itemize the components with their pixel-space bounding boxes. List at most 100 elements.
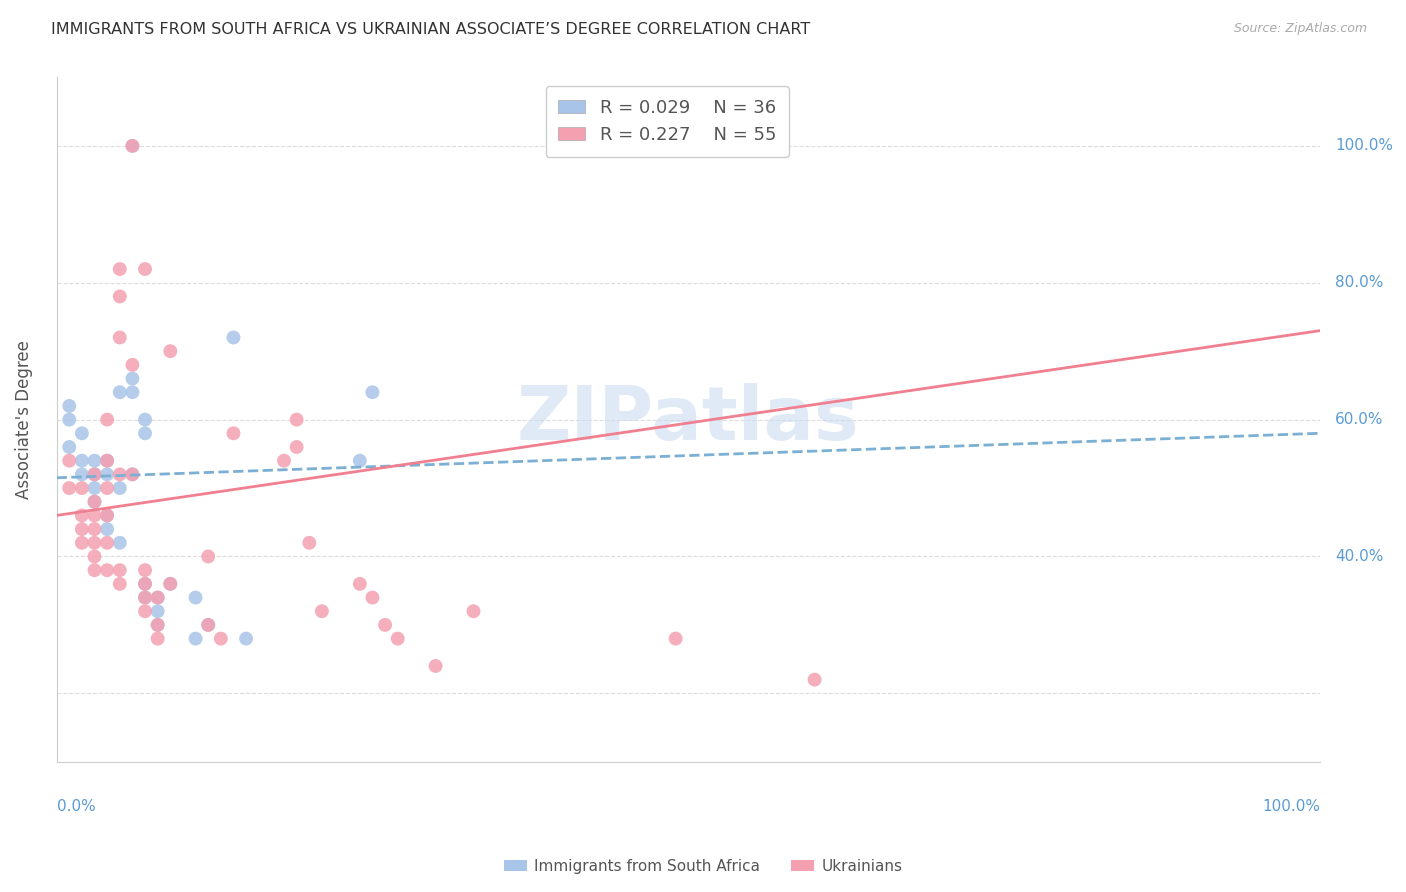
Point [96, 412, 118, 426]
Point [83, 536, 105, 550]
Point [387, 632, 409, 646]
Text: 100.0%: 100.0% [1336, 138, 1393, 153]
Point [108, 536, 131, 550]
Point [349, 453, 371, 467]
Point [349, 577, 371, 591]
Point [311, 604, 333, 618]
Point [159, 577, 181, 591]
Point [374, 618, 396, 632]
Point [83, 481, 105, 495]
Point [197, 618, 219, 632]
Point [83, 494, 105, 508]
Point [58, 412, 80, 426]
Point [58, 399, 80, 413]
Point [70, 467, 93, 482]
Point [121, 371, 143, 385]
Point [134, 577, 156, 591]
Point [146, 604, 169, 618]
Text: ZIPatlas: ZIPatlas [517, 383, 859, 456]
Point [58, 440, 80, 454]
Point [209, 632, 232, 646]
Point [159, 577, 181, 591]
Point [197, 618, 219, 632]
Point [121, 139, 143, 153]
Point [146, 618, 169, 632]
Point [222, 330, 245, 344]
Point [463, 604, 485, 618]
Text: 40.0%: 40.0% [1336, 549, 1384, 564]
Point [70, 522, 93, 536]
Point [96, 481, 118, 495]
Point [70, 453, 93, 467]
Point [197, 549, 219, 564]
Point [70, 426, 93, 441]
Point [108, 330, 131, 344]
Point [134, 604, 156, 618]
Point [83, 563, 105, 577]
Point [121, 385, 143, 400]
Point [96, 453, 118, 467]
Point [361, 385, 384, 400]
Point [146, 591, 169, 605]
Point [134, 426, 156, 441]
Point [108, 262, 131, 277]
Legend: Immigrants from South Africa, Ukrainians: Immigrants from South Africa, Ukrainians [498, 853, 908, 880]
Text: Source: ZipAtlas.com: Source: ZipAtlas.com [1233, 22, 1367, 36]
Point [83, 508, 105, 523]
Point [121, 467, 143, 482]
Point [70, 508, 93, 523]
Point [70, 481, 93, 495]
Point [146, 632, 169, 646]
Point [96, 536, 118, 550]
Point [121, 467, 143, 482]
Point [361, 591, 384, 605]
Point [96, 563, 118, 577]
Point [108, 467, 131, 482]
Point [134, 563, 156, 577]
Point [298, 536, 321, 550]
Point [108, 289, 131, 303]
Point [83, 453, 105, 467]
Point [58, 481, 80, 495]
Point [425, 659, 447, 673]
Point [96, 453, 118, 467]
Point [70, 536, 93, 550]
Point [273, 453, 295, 467]
Point [222, 426, 245, 441]
Point [146, 591, 169, 605]
Point [665, 632, 688, 646]
Text: IMMIGRANTS FROM SOUTH AFRICA VS UKRAINIAN ASSOCIATE’S DEGREE CORRELATION CHART: IMMIGRANTS FROM SOUTH AFRICA VS UKRAINIA… [51, 22, 810, 37]
Text: 100.0%: 100.0% [1263, 799, 1320, 814]
Point [184, 591, 207, 605]
Text: 80.0%: 80.0% [1336, 276, 1384, 290]
Point [121, 358, 143, 372]
Point [108, 563, 131, 577]
Point [108, 385, 131, 400]
Point [134, 591, 156, 605]
Text: 60.0%: 60.0% [1336, 412, 1384, 427]
Point [83, 549, 105, 564]
Point [159, 344, 181, 359]
Point [285, 412, 308, 426]
Point [134, 577, 156, 591]
Point [134, 262, 156, 277]
Point [134, 591, 156, 605]
Point [121, 139, 143, 153]
Point [184, 632, 207, 646]
Point [83, 494, 105, 508]
Point [96, 522, 118, 536]
Point [83, 522, 105, 536]
Point [58, 453, 80, 467]
Point [235, 632, 257, 646]
Text: 0.0%: 0.0% [56, 799, 96, 814]
Point [96, 508, 118, 523]
Point [108, 481, 131, 495]
Point [83, 467, 105, 482]
Point [803, 673, 825, 687]
Point [108, 577, 131, 591]
Point [96, 508, 118, 523]
Point [96, 467, 118, 482]
Point [134, 412, 156, 426]
Point [285, 440, 308, 454]
Y-axis label: Associate's Degree: Associate's Degree [15, 340, 32, 499]
